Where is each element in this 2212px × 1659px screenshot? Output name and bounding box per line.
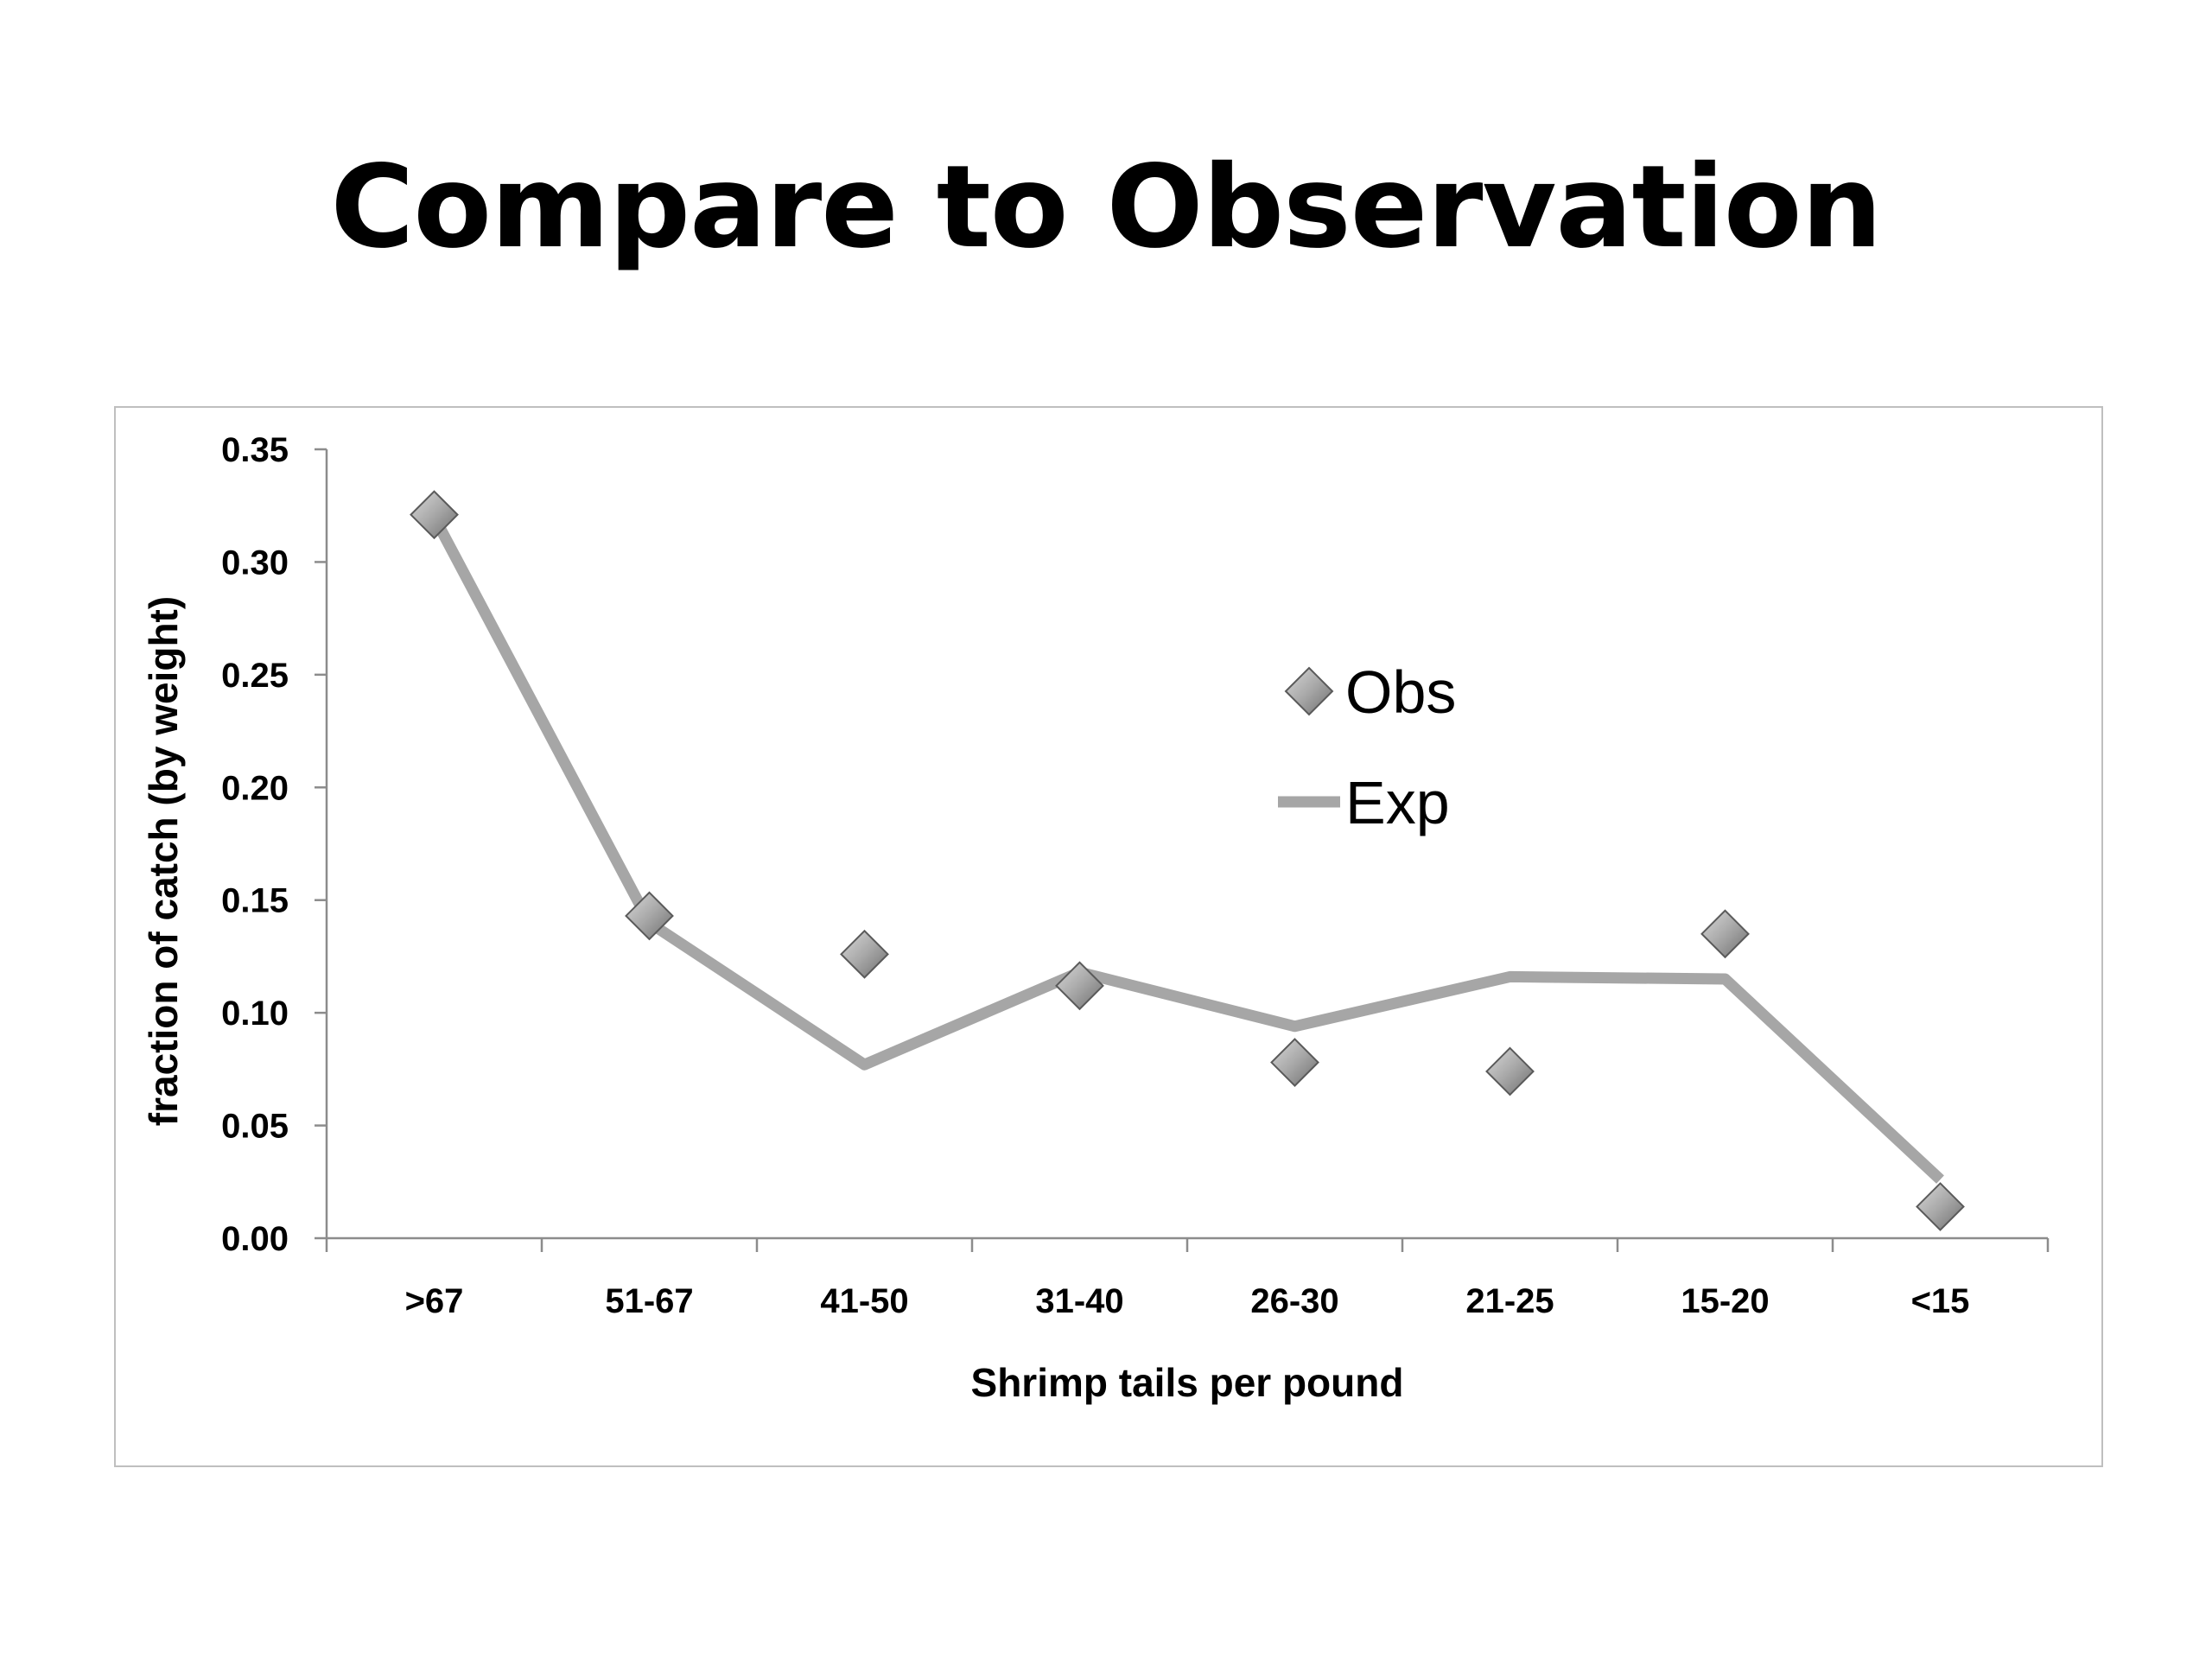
obs-data-point bbox=[1055, 961, 1104, 1011]
y-tick-label: 0.05 bbox=[221, 1108, 289, 1146]
x-tick-label: 15-20 bbox=[1681, 1282, 1769, 1320]
obs-data-point bbox=[1485, 1046, 1535, 1096]
legend-obs-label: Obs bbox=[1345, 658, 1456, 726]
y-axis-title: fraction of catch (by weight) bbox=[141, 596, 186, 1126]
y-tick-label: 0.15 bbox=[221, 882, 289, 920]
y-tick-label: 0.35 bbox=[221, 431, 289, 469]
obs-data-point bbox=[1916, 1182, 1965, 1231]
x-tick-label: 31-40 bbox=[1035, 1282, 1123, 1320]
obs-data-point bbox=[410, 490, 459, 540]
slide-title: Compare to Observation bbox=[330, 141, 1883, 274]
x-tick-label: 51-67 bbox=[605, 1282, 693, 1320]
obs-data-point bbox=[1700, 909, 1750, 959]
x-tick-label: 21-25 bbox=[1465, 1282, 1554, 1320]
x-tick-label: 26-30 bbox=[1250, 1282, 1338, 1320]
y-tick-label: 0.00 bbox=[221, 1220, 289, 1258]
legend-exp-label: Exp bbox=[1345, 769, 1450, 836]
legend-obs-marker bbox=[1284, 666, 1334, 716]
y-tick-label: 0.30 bbox=[221, 543, 289, 582]
x-tick-label: >67 bbox=[405, 1282, 464, 1320]
exp-series-line bbox=[429, 514, 1944, 1184]
obs-data-point bbox=[840, 929, 889, 979]
obs-data-point bbox=[1270, 1038, 1319, 1087]
x-tick-label: 41-50 bbox=[820, 1282, 908, 1320]
y-tick-label: 0.20 bbox=[221, 769, 289, 807]
obs-data-point bbox=[625, 891, 674, 941]
y-tick-label: 0.25 bbox=[221, 657, 289, 695]
y-tick-label: 0.10 bbox=[221, 995, 289, 1033]
x-tick-label: <15 bbox=[1911, 1282, 1970, 1320]
chart-frame bbox=[114, 406, 2103, 1467]
x-axis-title: Shrimp tails per pound bbox=[971, 1360, 1404, 1405]
